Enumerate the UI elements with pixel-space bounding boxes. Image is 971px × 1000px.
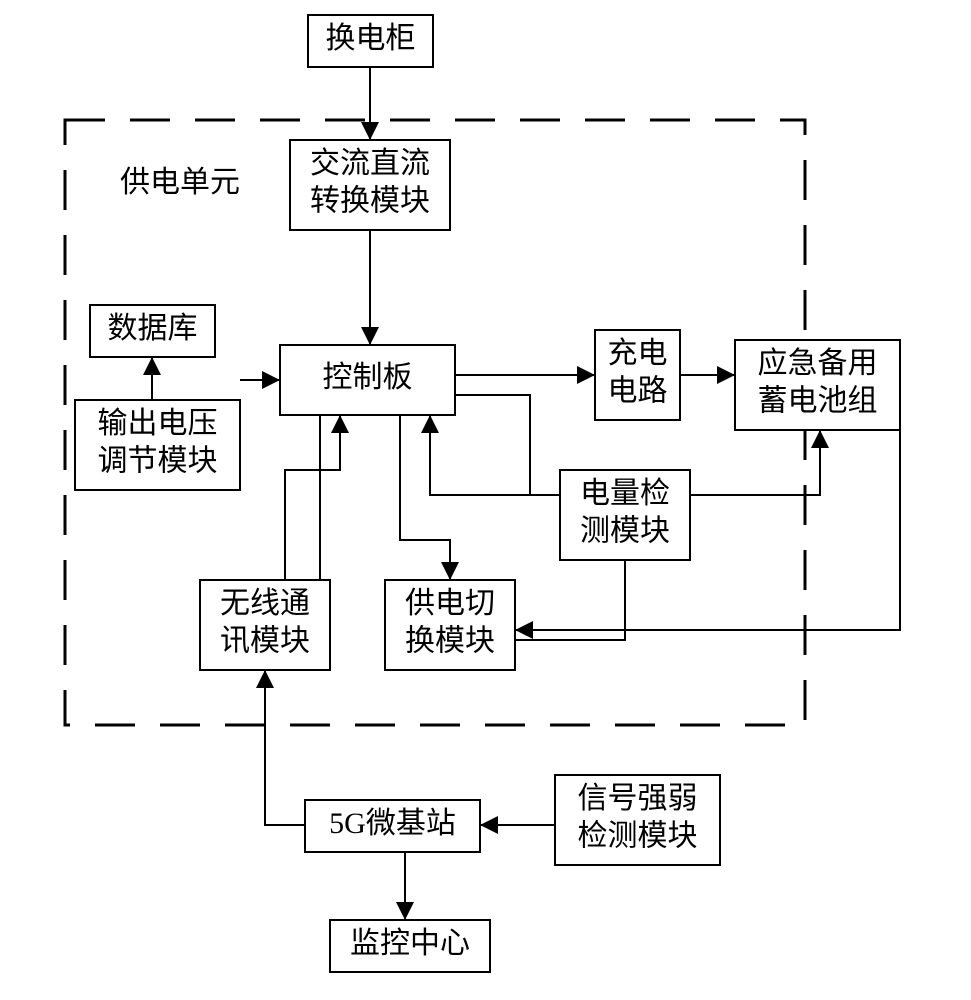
node-pdetect: 电量检测模块 [560, 470, 690, 560]
node-sig-label-0: 信号强弱 [578, 782, 698, 815]
node-pswitch-label-0: 供电切 [405, 587, 495, 620]
power-supply-unit-label: 供电单元 [120, 166, 240, 199]
node-bs5g: 5G微基站 [305, 800, 480, 852]
node-wcomm-label-0: 无线通 [220, 587, 310, 620]
node-bs5g-label-0: 5G微基站 [329, 807, 456, 840]
edge-pdetect-to-pswitch [515, 560, 625, 640]
node-ctrl: 控制板 [280, 345, 455, 415]
node-pdetect-label-0: 电量检 [580, 477, 670, 510]
node-backup: 应急备用蓄电池组 [735, 340, 900, 430]
node-swap-label-0: 换电柜 [326, 22, 416, 55]
edge-wcomm-to-ctrl [285, 415, 340, 580]
node-pswitch: 供电切换模块 [385, 580, 515, 670]
node-outv-label-1: 调节模块 [98, 445, 218, 478]
node-backup-label-0: 应急备用 [758, 347, 878, 380]
edge-wcomm-to-bs5g [265, 670, 305, 825]
node-ctrl-label-0: 控制板 [323, 361, 413, 394]
node-monitor: 监控中心 [330, 920, 490, 972]
node-acdc-label-0: 交流直流 [310, 147, 430, 180]
node-wcomm-label-1: 讯模块 [220, 625, 310, 658]
node-outv: 输出电压调节模块 [75, 400, 240, 490]
edge-pdetect-to-ctrl [430, 415, 560, 495]
edge-ctrl-to-pswitch [400, 415, 450, 580]
node-db-label-0: 数据库 [108, 312, 198, 345]
node-monitor-label-0: 监控中心 [350, 927, 470, 960]
node-outv-label-0: 输出电压 [98, 407, 218, 440]
edge-ctrl-to-pdetect [455, 395, 560, 495]
node-backup-label-1: 蓄电池组 [758, 385, 878, 418]
node-charge-label-1: 电路 [608, 375, 668, 408]
node-sig: 信号强弱检测模块 [555, 775, 720, 865]
node-db: 数据库 [90, 305, 215, 357]
node-pswitch-label-1: 换模块 [405, 625, 495, 658]
edge-pdetect-to-backup [690, 430, 820, 495]
node-acdc: 交流直流转换模块 [290, 140, 450, 230]
node-sig-label-1: 检测模块 [578, 820, 698, 853]
node-charge: 充电电路 [595, 330, 680, 420]
node-wcomm: 无线通讯模块 [200, 580, 330, 670]
node-charge-label-0: 充电 [608, 337, 668, 370]
node-acdc-label-1: 转换模块 [310, 185, 430, 218]
node-swap: 换电柜 [308, 15, 433, 67]
node-pdetect-label-1: 测模块 [580, 515, 670, 548]
